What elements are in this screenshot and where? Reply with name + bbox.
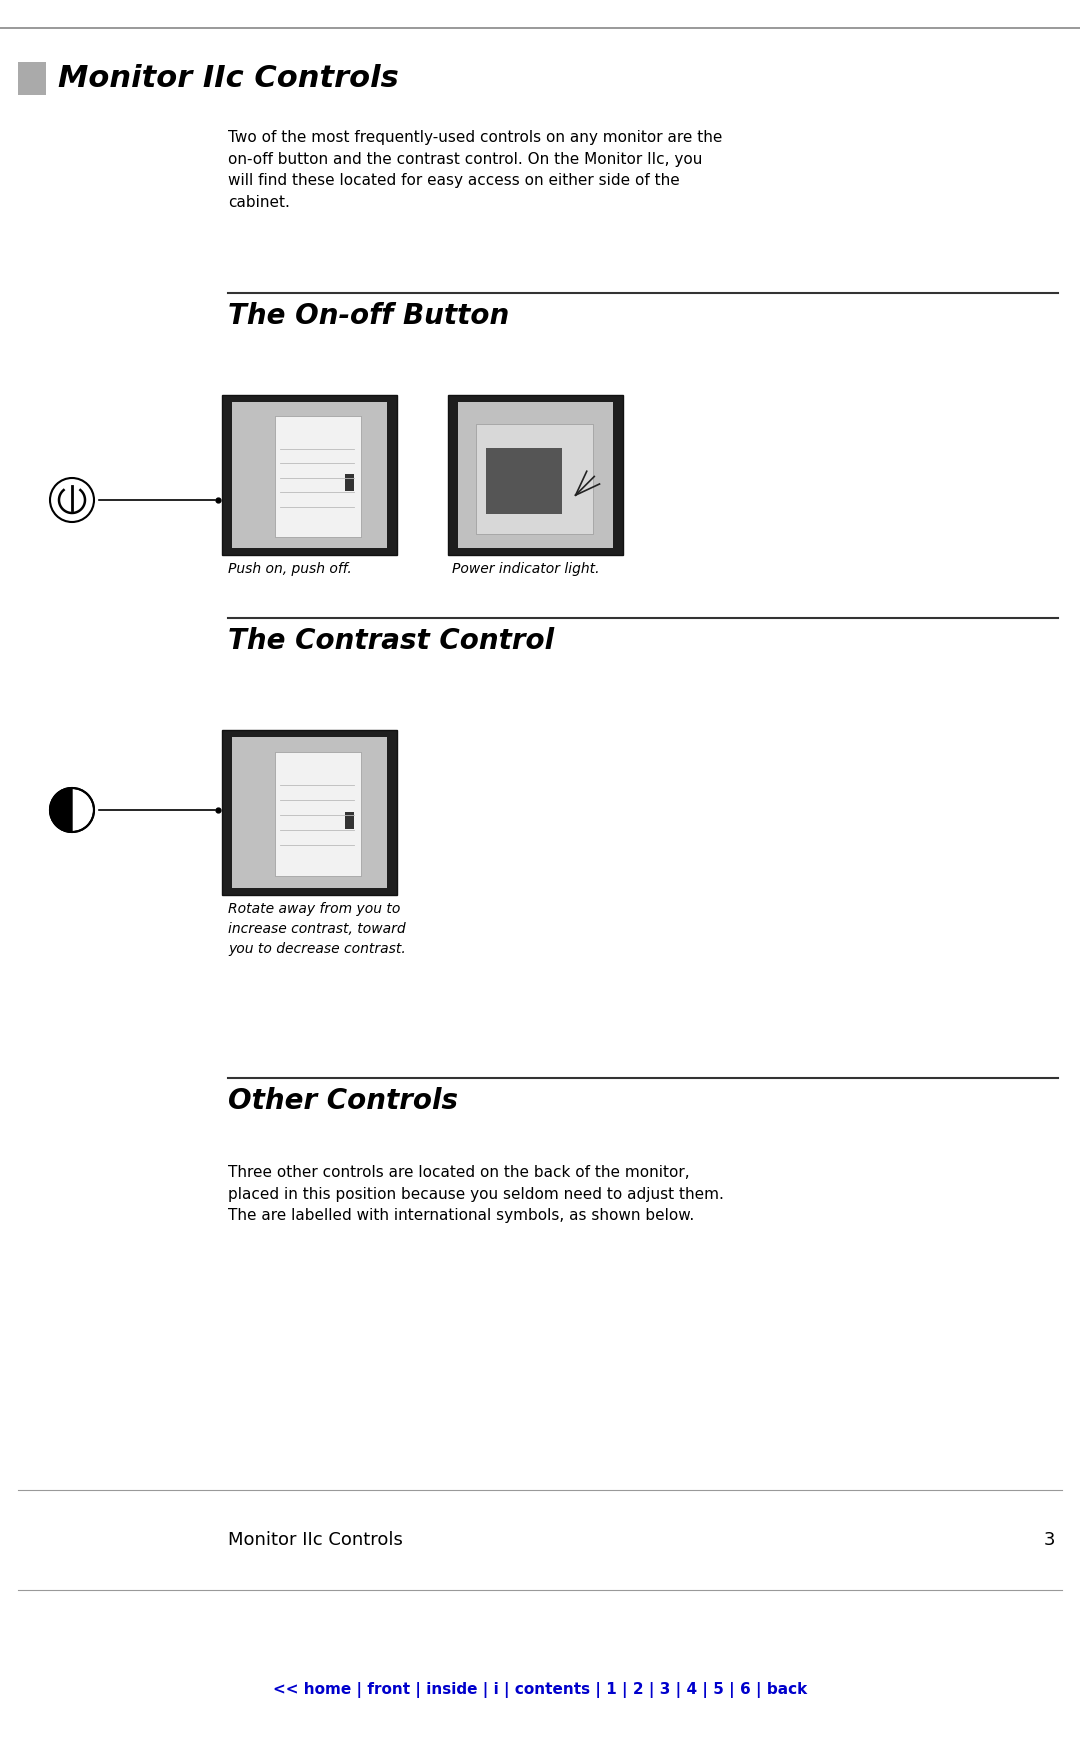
Bar [275, 751, 361, 876]
Bar [476, 424, 593, 533]
Text: Monitor IIc Controls: Monitor IIc Controls [228, 1530, 403, 1550]
Bar [18, 62, 46, 95]
Text: Other Controls: Other Controls [228, 1087, 458, 1115]
Bar [231, 737, 388, 888]
Polygon shape [50, 788, 72, 832]
Bar [448, 396, 623, 556]
Text: The On-off Button: The On-off Button [228, 303, 510, 331]
Bar [231, 401, 388, 549]
Bar [222, 730, 397, 895]
Bar [346, 475, 354, 491]
Bar [222, 396, 397, 556]
Bar [346, 811, 354, 828]
Text: The Contrast Control: The Contrast Control [228, 626, 554, 654]
Text: 3: 3 [1043, 1530, 1055, 1550]
Bar [486, 449, 562, 514]
Text: << home | front | inside | i | contents | 1 | 2 | 3 | 4 | 5 | 6 | back: << home | front | inside | i | contents … [273, 1682, 807, 1697]
Text: Push on, push off.: Push on, push off. [228, 561, 352, 575]
Text: Monitor IIc Controls: Monitor IIc Controls [58, 63, 399, 93]
Bar [275, 417, 361, 536]
Text: Two of the most frequently-used controls on any monitor are the
on-off button an: Two of the most frequently-used controls… [228, 130, 723, 209]
Text: Power indicator light.: Power indicator light. [453, 561, 599, 575]
Text: Rotate away from you to
increase contrast, toward
you to decrease contrast.: Rotate away from you to increase contras… [228, 902, 406, 957]
Bar [458, 401, 613, 549]
Text: Three other controls are located on the back of the monitor,
placed in this posi: Three other controls are located on the … [228, 1164, 724, 1223]
